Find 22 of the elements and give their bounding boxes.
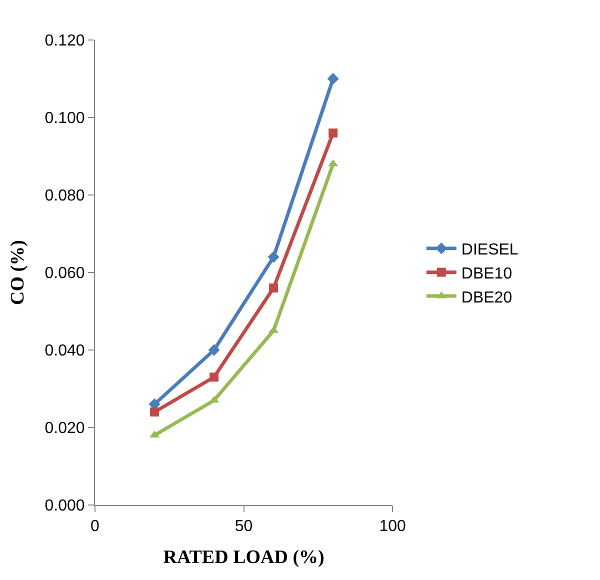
point (327, 72, 339, 85)
x-tick-label: 50 (234, 518, 253, 536)
point (208, 344, 220, 356)
legend-label: DBE20 (461, 289, 512, 306)
point (268, 251, 280, 263)
y-tick-label: 0.060 (44, 265, 85, 282)
y-axis-title: CO (%) (8, 240, 29, 305)
x-tick-label: 100 (379, 518, 406, 536)
point (328, 128, 338, 138)
point (150, 408, 160, 416)
y-tick-label: 0.040 (44, 342, 85, 360)
y-tick-label: 0.100 (44, 110, 85, 128)
legend-label: DIESEL (461, 242, 518, 259)
y-tick-label: 0.000 (44, 498, 85, 515)
point (210, 372, 219, 382)
point (269, 284, 278, 292)
legend-label: DBE10 (461, 265, 512, 282)
y-tick-label: 0.020 (44, 420, 85, 438)
x-axis-title: RATED LOAD (%) (163, 547, 324, 568)
y-tick-label: 0.080 (44, 188, 85, 205)
x-tick-label: 0 (90, 518, 100, 536)
y-tick-label: 0.120 (44, 32, 85, 50)
